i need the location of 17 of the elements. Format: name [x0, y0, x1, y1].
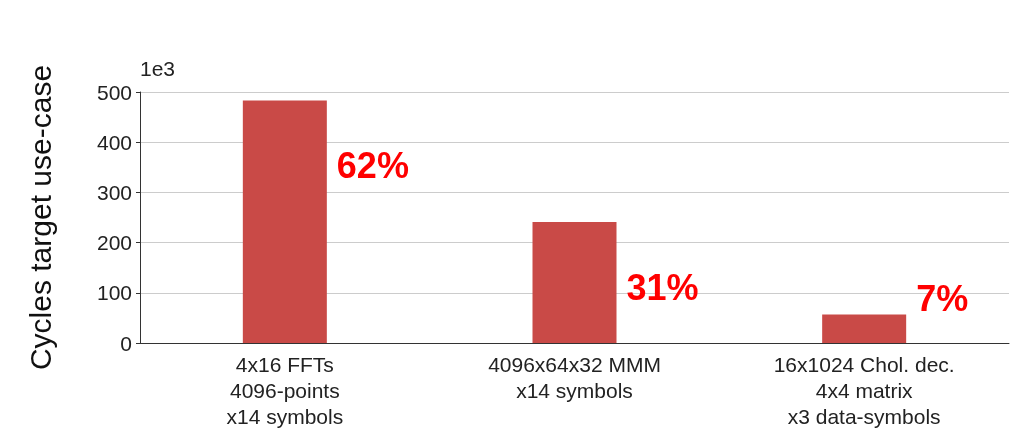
- y-tick-label: 200: [96, 231, 132, 255]
- text: 1e3: [140, 57, 176, 80]
- x-tick-label: 4096x64x32 MMM x14 symbols: [488, 352, 661, 402]
- x-tick-label: 4x16 FFTs 4096-points x14 symbols: [226, 352, 344, 428]
- annotation: 31%: [626, 266, 699, 308]
- annotation: 7%: [916, 277, 969, 319]
- bar: [822, 314, 907, 343]
- y-tick-label: 400: [96, 130, 132, 154]
- bar: [242, 100, 327, 343]
- y-tick-label: 300: [96, 180, 132, 204]
- x-tick-label: 16x1024 Chol. dec. 4x4 matrix x3 data-symbols: [773, 352, 955, 428]
- y-tick-label: 100: [96, 281, 132, 305]
- annotation: 62%: [336, 145, 409, 187]
- y-axis-title: Cycles target use-case: [23, 64, 57, 371]
- bar: [532, 222, 617, 343]
- y-tick-label: 0: [120, 331, 132, 355]
- y-tick-label: 500: [96, 80, 132, 104]
